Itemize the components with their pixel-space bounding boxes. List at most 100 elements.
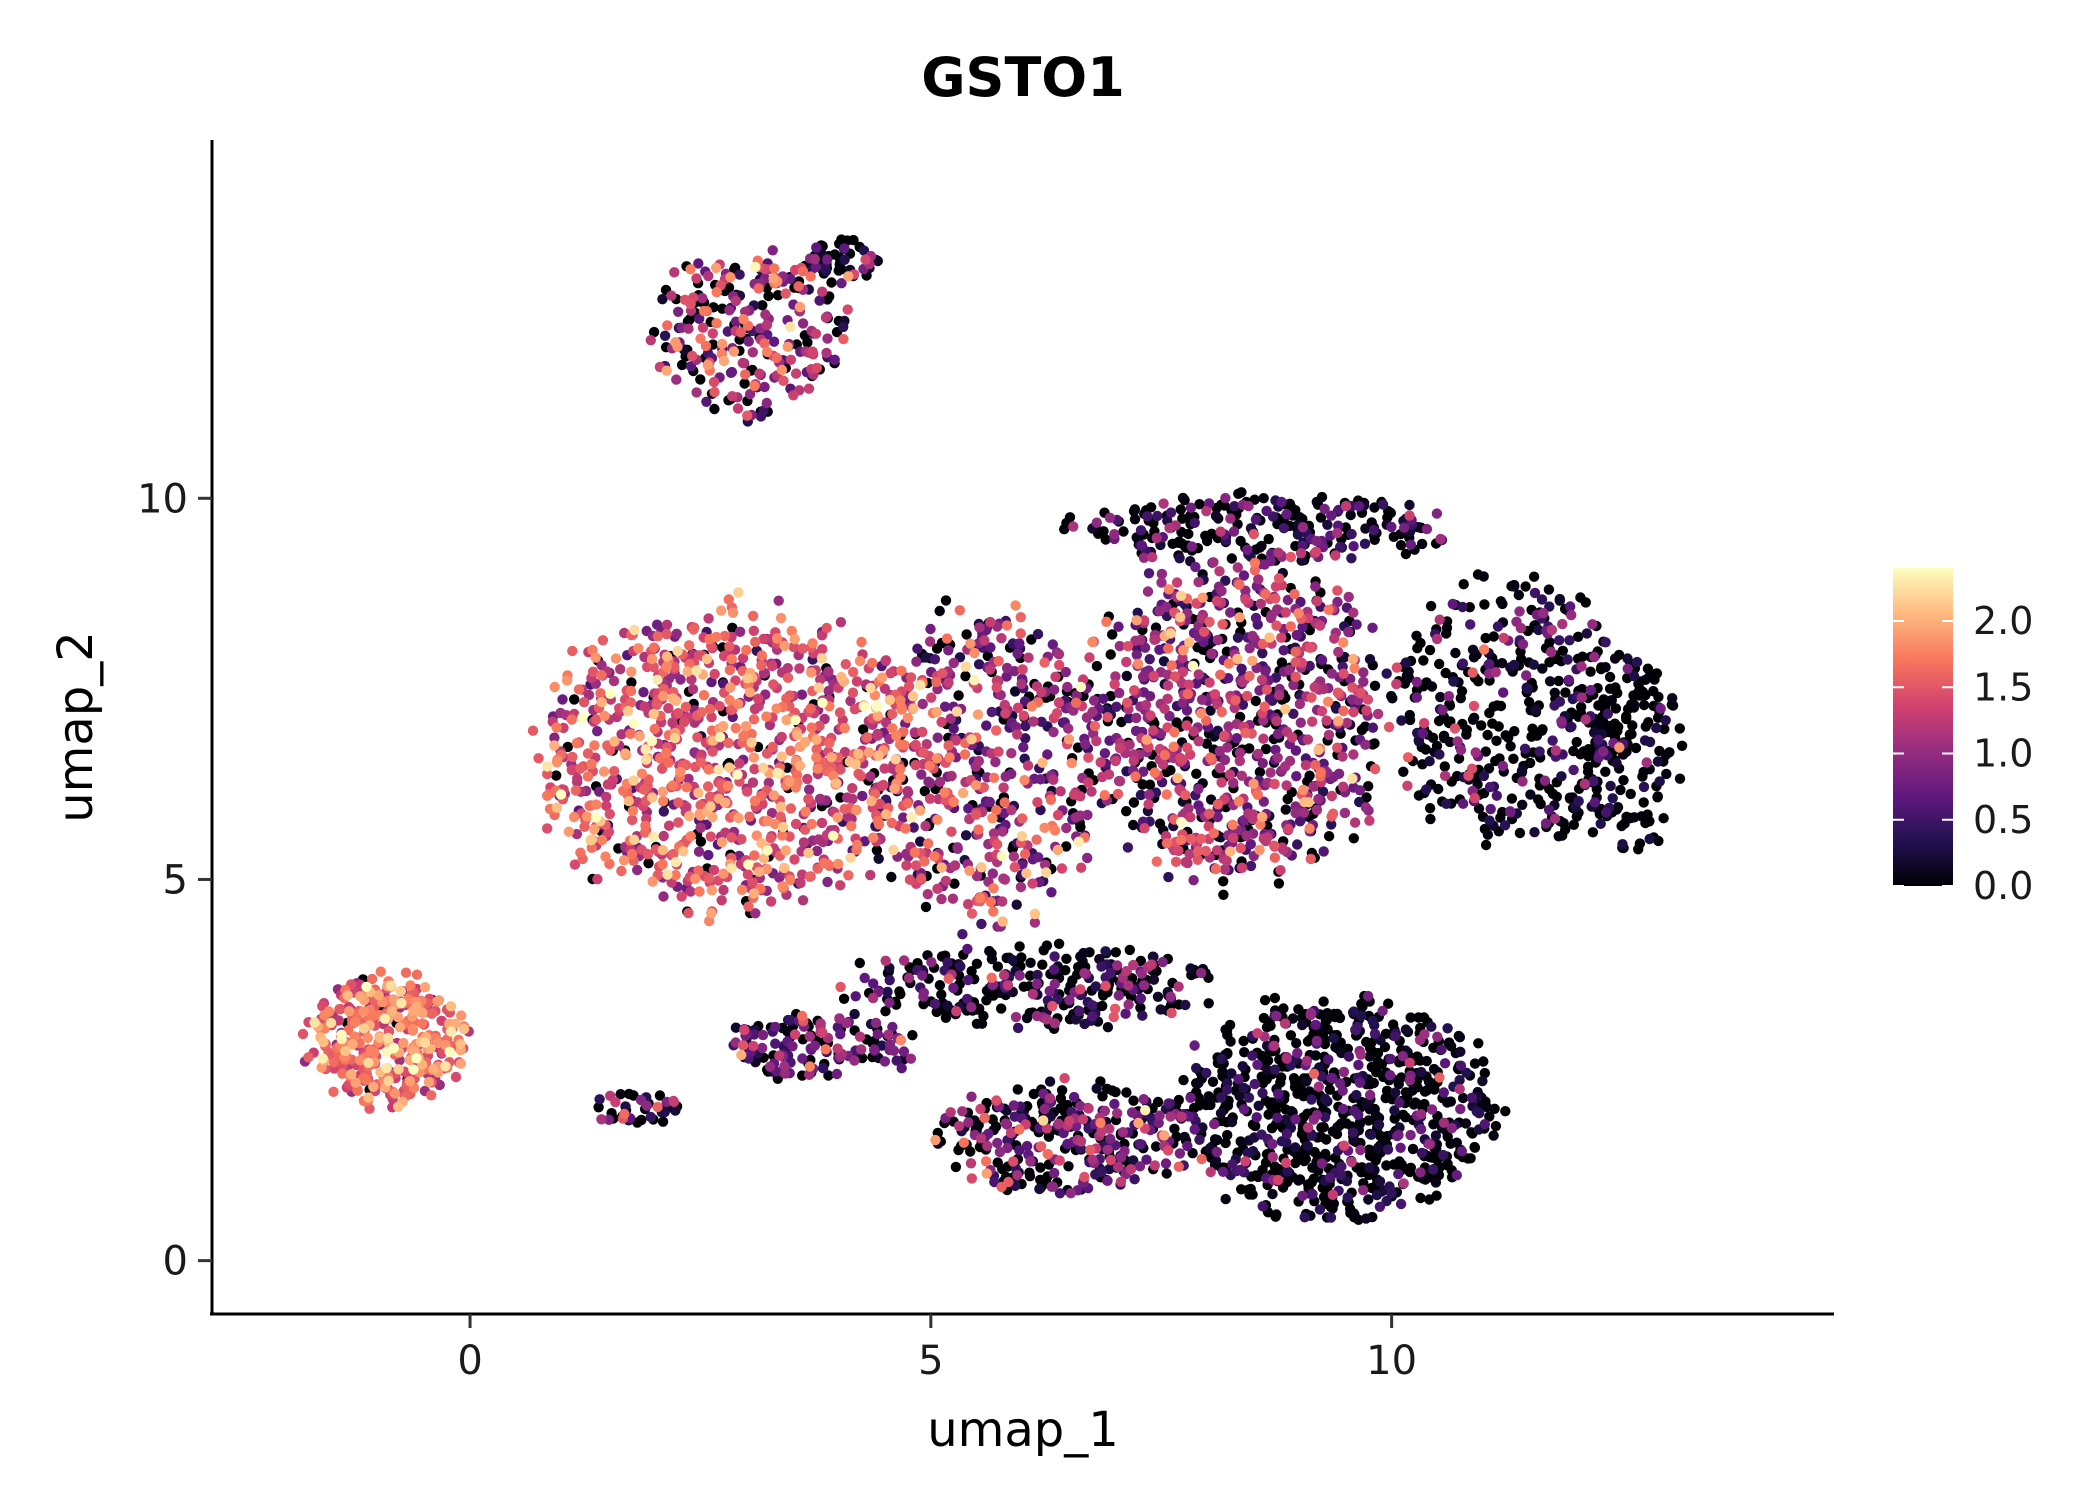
cell-point — [981, 995, 992, 1006]
cell-point — [737, 357, 748, 369]
cell-point — [993, 655, 1004, 667]
cell-point — [954, 605, 965, 616]
cell-point — [1453, 753, 1465, 764]
cell-point — [1575, 749, 1586, 760]
cell-point — [1653, 691, 1664, 703]
cell-point — [1416, 538, 1428, 550]
cell-point — [1644, 833, 1655, 845]
cell-point — [1311, 496, 1323, 508]
cell-point — [1110, 671, 1121, 682]
cell-point — [1041, 940, 1053, 951]
cell-point — [996, 1003, 1007, 1014]
cell-point — [1625, 788, 1636, 800]
cell-point — [1144, 654, 1155, 665]
cell-point — [1480, 632, 1491, 644]
cell-point — [1346, 528, 1357, 540]
cell-point — [1549, 687, 1561, 698]
cell-point — [950, 1161, 962, 1173]
cell-point — [934, 605, 945, 617]
cell-point — [1103, 769, 1115, 780]
cell-point — [832, 1043, 843, 1054]
cell-point — [1341, 717, 1353, 729]
cell-point — [1573, 631, 1584, 642]
cell-point — [1161, 1168, 1172, 1179]
cell-point — [1180, 789, 1191, 801]
cell-point — [1326, 790, 1338, 802]
cell-point — [991, 682, 1002, 693]
cell-point — [695, 822, 706, 833]
cell-point — [1154, 605, 1165, 617]
cell-point — [1267, 1138, 1278, 1150]
cell-point — [1413, 790, 1425, 801]
cell-point — [1556, 716, 1567, 727]
cell-point — [1533, 624, 1544, 636]
cell-point — [966, 908, 978, 919]
cell-point — [759, 338, 770, 349]
cell-point — [1206, 648, 1217, 659]
cell-point — [1129, 504, 1141, 515]
cell-point — [1311, 535, 1322, 547]
cell-point — [1142, 586, 1154, 597]
cell-point — [1102, 1021, 1114, 1033]
cell-point — [1126, 1107, 1138, 1118]
cell-point — [1424, 803, 1436, 814]
cell-point — [1212, 799, 1224, 810]
cell-point — [663, 820, 675, 831]
cell-point — [999, 797, 1010, 808]
cell-point — [1193, 669, 1204, 680]
cell-point — [1375, 1059, 1386, 1070]
cell-point — [879, 1056, 891, 1067]
cell-point — [1419, 1029, 1430, 1040]
cell-point — [1455, 693, 1467, 704]
cell-point — [1266, 1097, 1278, 1108]
cell-point — [1383, 721, 1395, 733]
cell-point — [1367, 1015, 1378, 1027]
cell-point — [1607, 793, 1618, 804]
cell-point — [781, 693, 792, 704]
cell-point — [962, 974, 974, 986]
cell-point — [960, 671, 971, 682]
cell-point — [1203, 1091, 1214, 1102]
cell-point — [1528, 571, 1540, 582]
cell-point — [1476, 720, 1487, 731]
cell-point — [921, 652, 932, 663]
cell-point — [788, 641, 799, 653]
cell-point — [1310, 759, 1321, 771]
cell-point — [1276, 657, 1288, 668]
cell-point — [1310, 1019, 1321, 1030]
cell-point — [1143, 799, 1154, 810]
cell-point — [1517, 639, 1529, 650]
cell-point — [826, 277, 837, 288]
cell-point — [648, 326, 660, 338]
cell-point — [1612, 687, 1623, 699]
cell-point — [579, 821, 590, 832]
cell-point — [1640, 674, 1651, 685]
cell-point — [1415, 1192, 1426, 1204]
cell-point — [1247, 813, 1259, 825]
cell-point — [1371, 1189, 1383, 1201]
cell-point — [1304, 770, 1315, 781]
cell-point — [1328, 1033, 1339, 1044]
cell-point — [1151, 532, 1162, 544]
cell-point — [1369, 763, 1381, 775]
cell-point — [1250, 695, 1262, 707]
cell-point — [943, 677, 954, 688]
cell-point — [1120, 1008, 1131, 1019]
cell-point — [1600, 662, 1611, 673]
cell-point — [797, 895, 809, 906]
cell-point — [902, 798, 913, 809]
cell-point — [1220, 1137, 1231, 1149]
cell-point — [761, 397, 772, 409]
cell-point — [990, 756, 1001, 768]
cell-point — [1144, 789, 1155, 800]
cell-point — [1095, 757, 1106, 768]
cell-point — [1658, 813, 1669, 824]
cell-point — [1421, 784, 1432, 795]
cell-point — [592, 874, 603, 885]
cell-point — [704, 791, 716, 802]
cell-point — [1524, 696, 1535, 708]
cell-point — [1217, 619, 1228, 630]
cell-point — [854, 1031, 866, 1042]
cell-point — [1384, 1070, 1396, 1081]
cell-point — [1147, 552, 1158, 563]
